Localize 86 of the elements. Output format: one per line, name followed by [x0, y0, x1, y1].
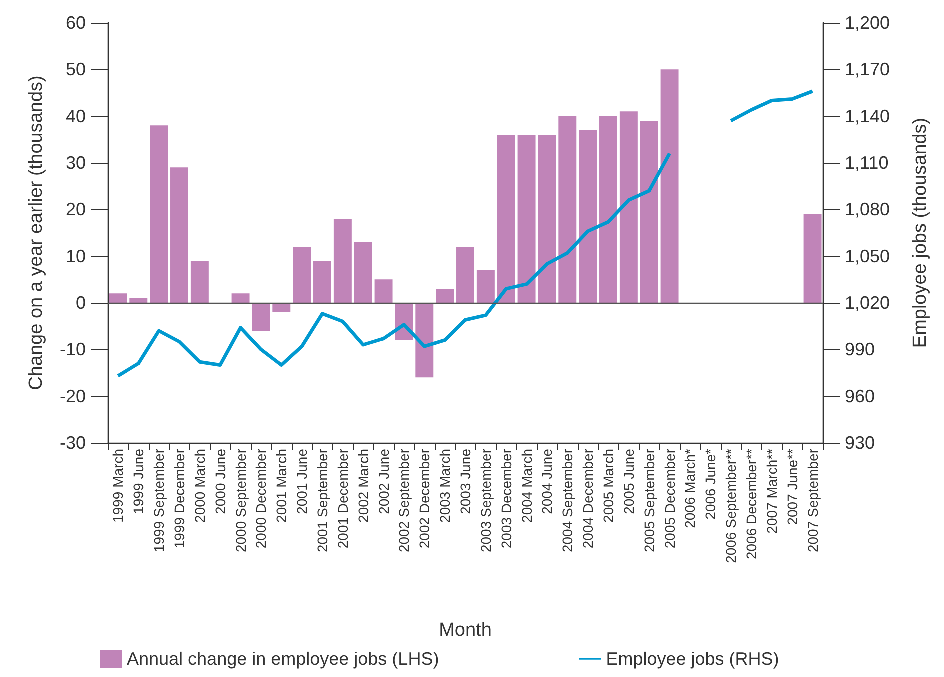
bar — [558, 116, 577, 303]
x-axis-title: Month — [439, 620, 492, 641]
bar — [600, 116, 618, 303]
bar — [640, 121, 658, 303]
y2-tick-label: 960 — [845, 386, 876, 406]
x-tick-label: 1999 December — [172, 448, 188, 549]
x-tick-label: 2005 June — [620, 448, 637, 514]
x-tick-label: 2005 September — [641, 448, 658, 553]
x-tick-label: 1999 June — [130, 448, 147, 514]
bar — [314, 261, 332, 303]
x-tick-label: 2002 December — [416, 448, 433, 549]
legend-label: Employee jobs (RHS) — [606, 649, 780, 669]
bar — [436, 289, 454, 303]
x-tick-label: 2002 September — [396, 448, 412, 553]
x-tick-label: 1999 March — [110, 449, 126, 523]
x-tick-label: 2001 September — [314, 448, 330, 553]
bar — [354, 242, 372, 303]
bar — [232, 294, 250, 303]
x-tick-label: 2003 June — [458, 448, 474, 514]
x-tick-label: 2006 December** — [744, 448, 760, 560]
bar — [476, 270, 495, 303]
y-tick-label: 10 — [66, 246, 86, 266]
x-tick-label: 2006 March* — [682, 448, 698, 528]
x-tick-label: 2007 September — [804, 448, 821, 553]
bar — [804, 214, 822, 303]
y2-tick-label: 1,020 — [845, 293, 890, 313]
x-tick-label: 2004 December — [580, 448, 596, 549]
x-tick-label: 2005 December — [662, 448, 678, 549]
x-tick-label: 2001 March — [274, 449, 290, 523]
legend-label: Annual change in employee jobs (LHS) — [127, 649, 440, 669]
x-tick-label: 2002 March — [355, 449, 372, 523]
y2-tick-label: 1,140 — [845, 106, 890, 126]
y-tick-label: 60 — [66, 13, 86, 33]
bar — [252, 303, 270, 331]
bar — [293, 247, 312, 303]
bar — [150, 126, 168, 303]
x-tick-label: 2001 December — [334, 448, 351, 549]
x-tick-label: 2006 June* — [702, 448, 719, 520]
bar — [660, 70, 679, 303]
x-tick-label: 2006 September** — [723, 448, 740, 564]
bar — [170, 168, 188, 303]
y-tick-label: -20 — [60, 386, 86, 406]
bar — [620, 112, 638, 303]
y2-tick-label: 930 — [845, 433, 876, 453]
x-tick-label: 2003 September — [478, 448, 494, 553]
y2-tick-label: 1,200 — [845, 13, 890, 33]
x-tick-label: 2001 June — [294, 448, 310, 514]
bar — [334, 219, 352, 303]
bar — [579, 130, 598, 303]
y-tick-label: 0 — [76, 293, 86, 313]
x-tick-label: 2005 March — [600, 449, 616, 523]
y2-tick-label: 1,080 — [845, 200, 890, 220]
bar — [130, 298, 148, 303]
y-tick-label: 50 — [66, 60, 86, 80]
x-tick-label: 2007 March** — [764, 448, 780, 534]
bar — [456, 247, 474, 303]
x-tick-label: 2004 September — [560, 448, 576, 553]
bar — [538, 135, 556, 303]
x-tick-label: 2000 June — [212, 448, 228, 514]
x-tick-label: 2002 June — [376, 448, 392, 514]
x-tick-label: 2004 June — [539, 448, 556, 514]
x-tick-label: 2000 March — [192, 449, 208, 523]
y-tick-label: 30 — [66, 153, 86, 173]
bar — [374, 280, 393, 303]
x-tick-label: 2007 June** — [784, 448, 800, 526]
y2-tick-label: 1,170 — [845, 60, 890, 80]
y-tick-label: -30 — [60, 433, 86, 453]
x-tick-label: 2000 September — [232, 448, 249, 553]
y-tick-label: 20 — [66, 200, 86, 220]
y-tick-label: -10 — [60, 340, 86, 360]
x-tick-label: 2003 March — [437, 449, 454, 523]
y2-axis-title: Employee jobs (thousands) — [910, 118, 931, 348]
bar — [190, 261, 209, 303]
x-tick-label: 2003 December — [498, 448, 514, 549]
y2-tick-label: 1,050 — [845, 246, 890, 266]
bar — [497, 135, 516, 303]
y-axis-title: Change on a year earlier (thousands) — [26, 76, 47, 390]
x-tick-label: 1999 September — [151, 448, 168, 553]
bar — [109, 294, 128, 303]
x-tick-label: 2000 December — [253, 448, 270, 549]
y2-tick-label: 990 — [845, 340, 876, 360]
x-tick-label: 2004 March — [518, 449, 535, 523]
y2-tick-label: 1,110 — [845, 153, 889, 173]
bar — [518, 135, 536, 303]
bar — [416, 303, 434, 378]
y-tick-label: 40 — [66, 106, 86, 126]
